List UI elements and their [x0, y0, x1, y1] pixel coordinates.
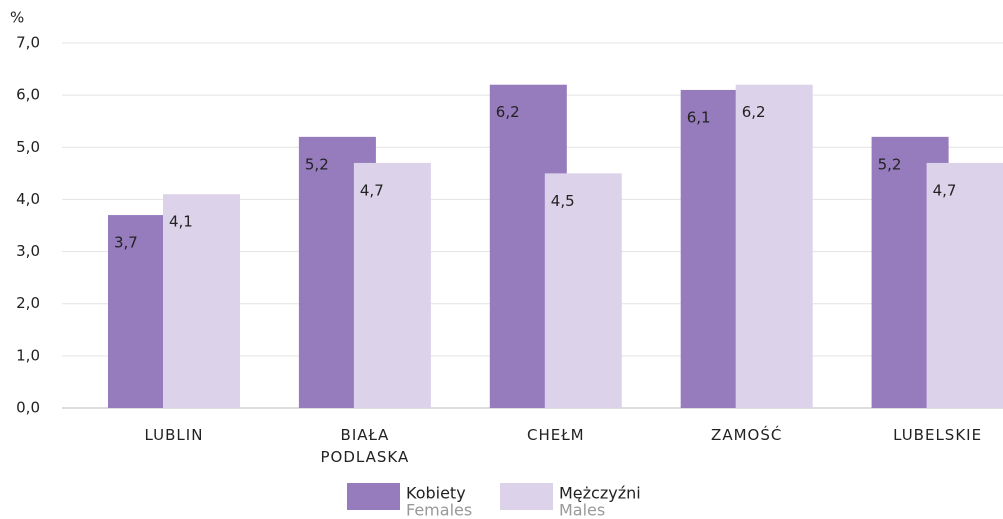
- legend-label-en: Females: [406, 501, 472, 519]
- data-label: 6,2: [742, 103, 766, 121]
- data-label: 4,1: [169, 213, 193, 231]
- data-label: 5,2: [878, 155, 902, 173]
- bar: [163, 194, 240, 408]
- bar: [544, 173, 622, 408]
- legend-swatch: [347, 483, 400, 510]
- y-tick-label: 1,0: [16, 346, 40, 364]
- x-tick-label: ZAMOŚĆ: [711, 426, 783, 444]
- y-tick-label: 4,0: [16, 190, 40, 208]
- data-label: 6,2: [496, 103, 520, 121]
- data-label: 4,5: [551, 192, 575, 210]
- y-tick-label: 3,0: [16, 242, 40, 260]
- y-tick-label: 7,0: [16, 34, 40, 52]
- legend-label: Mężczyźni: [559, 484, 641, 503]
- data-label: 4,7: [360, 181, 384, 199]
- data-label: 3,7: [114, 234, 138, 252]
- legend-swatch: [500, 483, 553, 510]
- bar: [735, 84, 813, 408]
- data-label: 4,7: [933, 181, 957, 199]
- legend-label: Kobiety: [406, 484, 466, 503]
- y-tick-label: 0,0: [16, 399, 40, 417]
- x-tick-label: BIAŁA PODLASKA: [320, 426, 410, 466]
- y-axis-label: %: [10, 9, 24, 27]
- x-tick-label: CHEŁM: [526, 426, 585, 444]
- bar: [353, 162, 431, 408]
- y-tick-label: 2,0: [16, 294, 40, 312]
- legend-label-en: Males: [559, 501, 605, 519]
- data-label: 6,1: [687, 108, 711, 126]
- x-tick-label: LUBELSKIE: [893, 426, 983, 444]
- y-tick-label: 5,0: [16, 138, 40, 156]
- x-tick-label: LUBLIN: [144, 426, 204, 444]
- data-label: 5,2: [305, 155, 329, 173]
- y-tick-label: 6,0: [16, 86, 40, 104]
- bar: [926, 162, 1003, 408]
